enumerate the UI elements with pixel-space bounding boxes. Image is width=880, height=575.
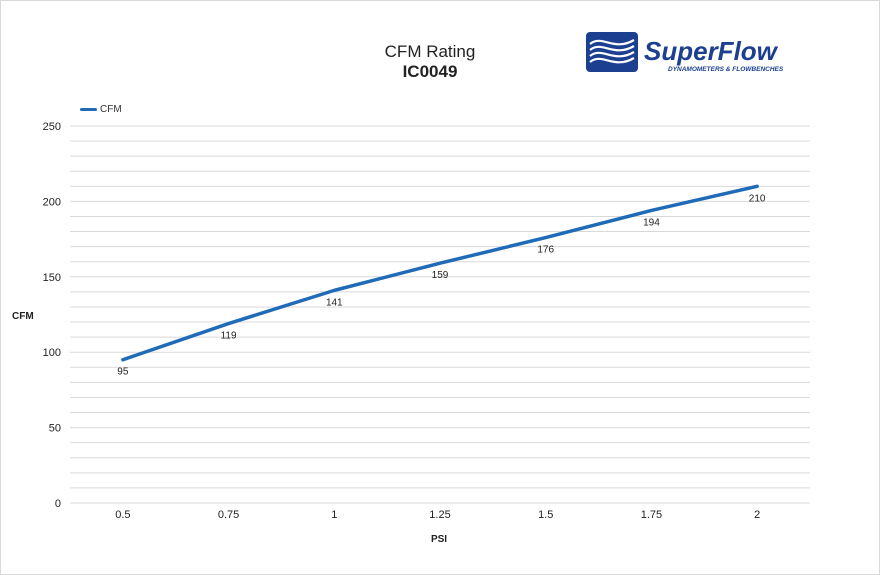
x-tick-label: 2 [754,509,760,521]
series-line [121,184,759,362]
chart-subtitle: IC0049 [402,62,458,81]
x-tick-label: 1.5 [538,509,553,521]
x-tick-label: 1 [331,509,337,521]
x-tick-label: 0.5 [115,509,130,521]
data-label: 194 [643,217,660,228]
legend-label: CFM [100,103,122,115]
data-label: 141 [326,297,343,308]
y-tick-label: 200 [43,196,61,208]
data-label: 210 [749,193,766,204]
y-tick-labels: 0 50 100 150 200 250 [43,121,61,510]
x-axis-title: PSI [431,534,447,545]
grid-lines [70,125,810,504]
chart-title-block: CFM Rating IC0049 [330,42,530,82]
y-axis-title: CFM [12,311,34,322]
chart-legend: CFM [80,102,122,116]
logo-tagline: DYNAMOMETERS & FLOWBENCHES [668,66,784,73]
chart-title: CFM Rating [384,42,476,61]
data-labels: 95 119 141 159 176 194 210 [117,193,766,377]
y-tick-label: 0 [55,498,61,510]
superflow-wave-icon [586,32,638,72]
logo-name: SuperFlow [644,36,779,66]
data-label: 119 [221,331,237,342]
legend-swatch [80,107,97,111]
y-tick-label: 250 [43,121,61,133]
data-label: 159 [432,270,449,281]
x-tick-label: 1.25 [429,509,450,521]
superflow-logo: SuperFlow DYNAMOMETERS & FLOWBENCHES [586,32,784,73]
x-tick-labels: 0.5 0.75 1 1.25 1.5 1.75 2 [115,509,760,521]
y-tick-label: 150 [43,272,61,284]
x-tick-label: 0.75 [218,509,239,521]
x-tick-label: 1.75 [641,509,662,521]
data-label: 176 [537,245,554,256]
series-layer [121,184,759,362]
y-tick-label: 100 [43,347,61,359]
y-tick-label: 50 [49,423,61,435]
data-label: 95 [117,367,129,378]
